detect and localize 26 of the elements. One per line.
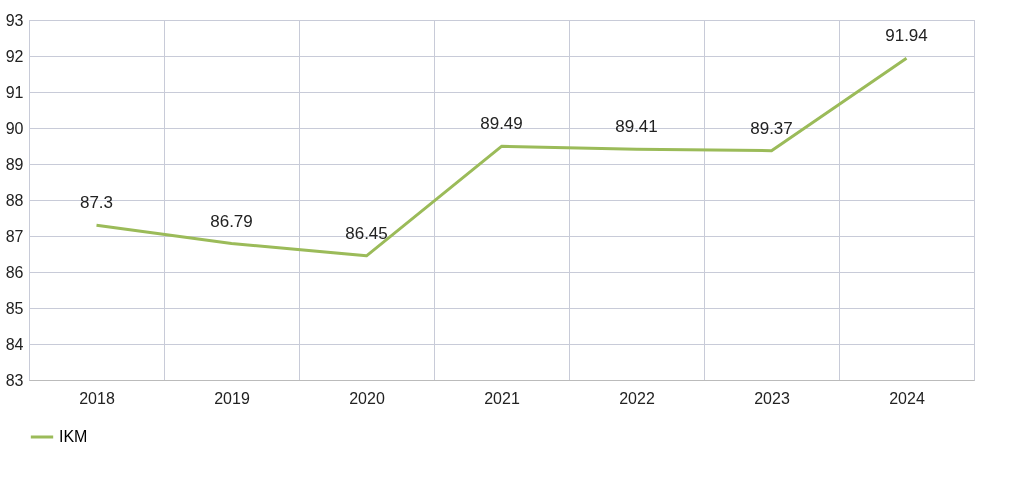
y-tick-label: 87 <box>5 227 24 245</box>
y-tick-label: 88 <box>5 191 24 209</box>
x-tick-label: 2019 <box>214 389 250 407</box>
x-tick-label: 2021 <box>484 389 520 407</box>
x-tick-label: 2023 <box>754 389 790 407</box>
data-label: 87.3 <box>79 193 114 213</box>
data-label: 89.41 <box>615 117 658 137</box>
x-tick-label: 2024 <box>889 389 925 407</box>
data-label: 86.45 <box>345 223 388 243</box>
y-tick-label: 89 <box>5 155 24 173</box>
data-label: 89.49 <box>480 114 523 134</box>
y-tick-label: 84 <box>5 335 24 353</box>
y-tick-label: 90 <box>5 119 24 137</box>
y-tick-label: 85 <box>5 299 24 317</box>
legend-label: IKM <box>59 428 88 445</box>
x-tick-label: 2018 <box>79 389 115 407</box>
data-label: 86.79 <box>210 211 253 231</box>
data-label: 89.37 <box>750 118 793 138</box>
data-label: 91.94 <box>885 26 928 46</box>
y-tick-label: 86 <box>5 263 24 281</box>
x-tick-label: 2020 <box>349 389 385 407</box>
y-tick-label: 83 <box>5 371 24 389</box>
y-tick-label: 91 <box>5 83 24 101</box>
x-tick-label: 2022 <box>619 389 655 407</box>
y-tick-label: 92 <box>5 47 24 65</box>
y-tick-label: 93 <box>5 11 24 29</box>
